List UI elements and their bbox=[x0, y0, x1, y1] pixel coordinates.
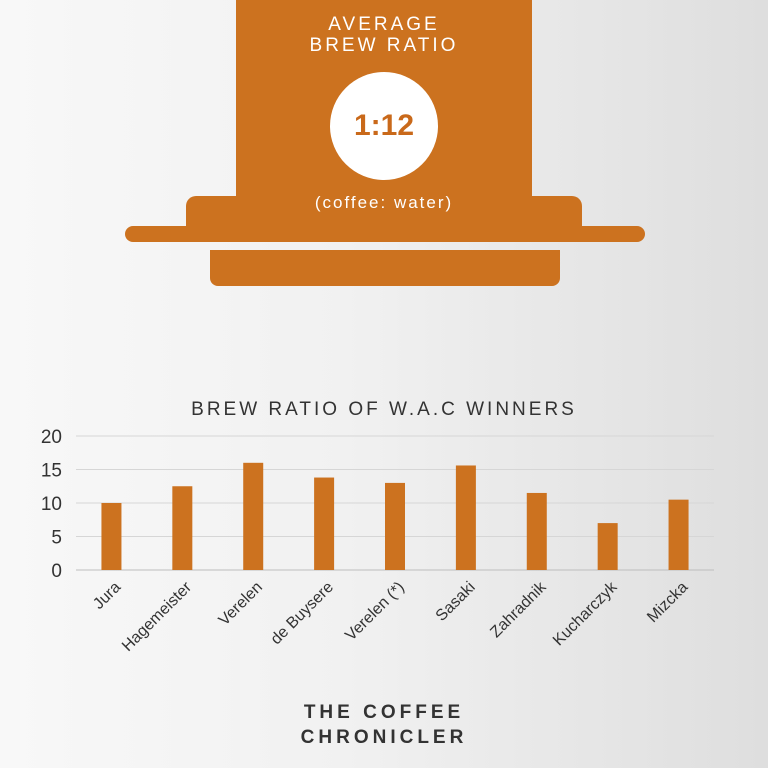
chart-title: BREW RATIO OF W.A.C WINNERS bbox=[191, 399, 577, 420]
footer-line2: CHRONICLER bbox=[300, 727, 468, 748]
y-tick-label: 5 bbox=[51, 528, 62, 549]
bars bbox=[101, 462, 689, 570]
x-tick-label: Mizcka bbox=[644, 579, 691, 626]
average-title-line1: AVERAGE bbox=[328, 14, 440, 35]
y-tick-label: 15 bbox=[41, 461, 62, 482]
bar-de-buysere bbox=[314, 477, 335, 570]
ratio-circle: 1:12 bbox=[330, 72, 438, 180]
footer-brand: THE COFFEE CHRONICLER bbox=[0, 700, 768, 750]
average-title-line2: BREW RATIO bbox=[309, 35, 459, 56]
ratio-value: 1:12 bbox=[353, 109, 415, 142]
bar-jura bbox=[101, 503, 122, 570]
x-tick-label: Sasaki bbox=[433, 579, 479, 625]
press-flange bbox=[186, 196, 582, 226]
bar-hagemeister bbox=[172, 486, 193, 570]
bar-sasaki bbox=[455, 465, 476, 570]
x-tick-label: Hagemeister bbox=[119, 578, 196, 655]
x-tick-label: Verelen bbox=[216, 579, 266, 629]
average-brew-ratio-title: AVERAGE BREW RATIO bbox=[236, 14, 532, 56]
bar-zahradnik bbox=[526, 492, 547, 570]
bar-mizcka bbox=[668, 499, 689, 570]
x-tick-label: de Buysere bbox=[268, 579, 337, 648]
bar-verelen bbox=[243, 462, 264, 570]
aeropress-graphic: AVERAGE BREW RATIO 1:12 (coffee: water) bbox=[0, 0, 768, 300]
footer-line1: THE COFFEE bbox=[303, 702, 465, 723]
press-cap bbox=[210, 250, 560, 286]
press-rim bbox=[125, 226, 645, 242]
x-tick-label: Zahradnik bbox=[487, 578, 550, 641]
x-tick-label: Verelen (*) bbox=[342, 579, 407, 644]
y-tick-label: 0 bbox=[51, 561, 62, 582]
bar-verelen bbox=[385, 482, 405, 570]
y-tick-label: 10 bbox=[41, 494, 62, 515]
x-tick-label: Jura bbox=[90, 579, 124, 613]
bar-kucharczyk bbox=[597, 523, 618, 570]
y-tick-label: 20 bbox=[41, 427, 62, 448]
ratio-note: (coffee: water) bbox=[314, 193, 454, 212]
x-tick-label: Kucharczyk bbox=[550, 578, 621, 649]
y-tick-labels: 0 5 10 15 20 bbox=[41, 427, 62, 582]
